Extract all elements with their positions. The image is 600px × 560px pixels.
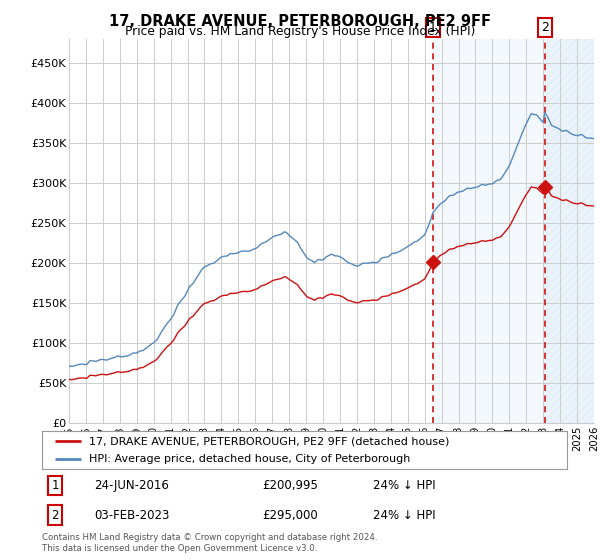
Bar [545,39,594,423]
Text: 1: 1 [429,21,437,34]
Text: Price paid vs. HM Land Registry's House Price Index (HPI): Price paid vs. HM Land Registry's House … [125,25,475,38]
Text: Contains HM Land Registry data © Crown copyright and database right 2024.
This d: Contains HM Land Registry data © Crown c… [42,533,377,553]
Text: 2: 2 [541,21,548,34]
Text: 24% ↓ HPI: 24% ↓ HPI [373,479,436,492]
Text: 17, DRAKE AVENUE, PETERBOROUGH, PE2 9FF (detached house): 17, DRAKE AVENUE, PETERBOROUGH, PE2 9FF … [89,436,449,446]
Text: 03-FEB-2023: 03-FEB-2023 [95,508,170,522]
Bar [433,39,594,423]
Text: £200,995: £200,995 [263,479,319,492]
Text: 2: 2 [52,508,59,522]
Text: 1: 1 [52,479,59,492]
Text: £295,000: £295,000 [263,508,318,522]
Text: 24-JUN-2016: 24-JUN-2016 [95,479,169,492]
Text: HPI: Average price, detached house, City of Peterborough: HPI: Average price, detached house, City… [89,454,410,464]
Text: 24% ↓ HPI: 24% ↓ HPI [373,508,436,522]
Text: 17, DRAKE AVENUE, PETERBOROUGH, PE2 9FF: 17, DRAKE AVENUE, PETERBOROUGH, PE2 9FF [109,14,491,29]
